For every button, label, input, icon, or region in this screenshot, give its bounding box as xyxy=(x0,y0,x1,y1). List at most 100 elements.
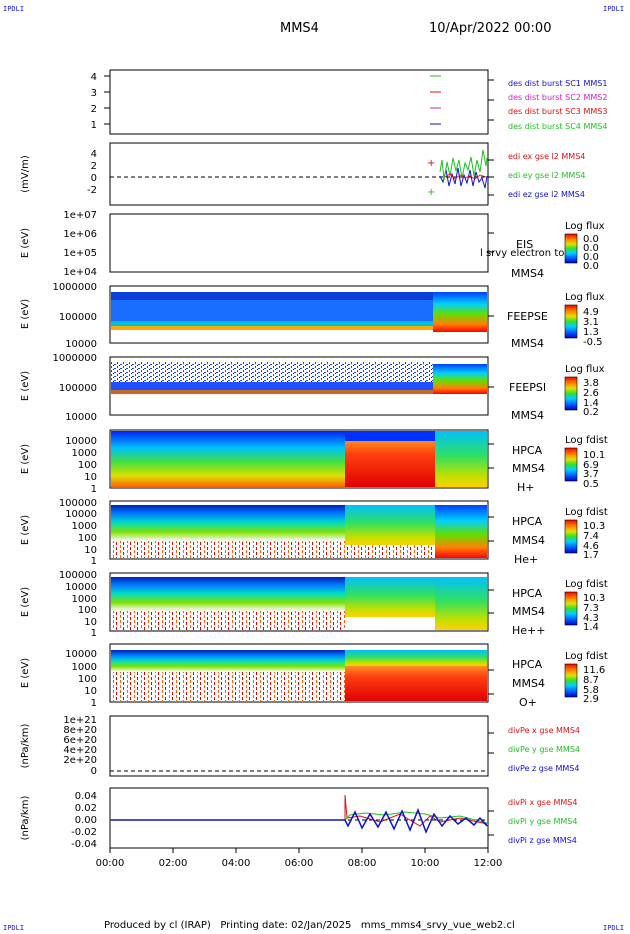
corner-label-top-right: IPDLI xyxy=(603,5,625,13)
hpca-o-ytick-4: 1 xyxy=(91,698,97,709)
hpca-he-ytick-2: 1000 xyxy=(72,521,97,532)
hpca-he-cbar-tick-1: 7.4 xyxy=(583,531,599,542)
feepsi-ytick-1: 100000 xyxy=(59,383,97,394)
feepse-colorbar xyxy=(564,304,578,339)
feepsi-cbar-title: Log flux xyxy=(565,364,605,375)
hpca-o-ytick-2: 100 xyxy=(78,674,97,685)
footer-credits: Produced by cl (IRAP) Printing date: 02/… xyxy=(104,920,515,931)
divpi-ytick-2: 0.00 xyxy=(75,815,97,826)
hpca-h-instrument: HPCA xyxy=(512,444,543,457)
hpca-h-ylabel: E (eV) xyxy=(20,444,31,474)
hpca-h-spectrogram-mid xyxy=(345,440,435,487)
feepse-ytick-2: 10000 xyxy=(65,339,97,350)
panel-feepsi: E (eV) 1000000 100000 10000 FEEPSI MMS4 … xyxy=(20,353,605,423)
dist-legend-3: des dist burst SC4 MMS4 xyxy=(508,122,607,131)
corner-label-bottom-left: IPDLI xyxy=(3,924,25,932)
hpca-o-ytick-0: 10000 xyxy=(65,649,97,660)
divpe-ytick-4: 2e+20 xyxy=(63,755,97,766)
hpca-hepp-ytick-2: 1000 xyxy=(72,594,97,605)
header-spacecraft: MMS4 xyxy=(280,21,319,36)
right-axis-ticks xyxy=(488,79,494,836)
hpca-h-ytick-0: 10000 xyxy=(65,436,97,447)
hpca-o-cbar-tick-2: 5.8 xyxy=(583,685,599,696)
divpi-ytick-0: 0.04 xyxy=(75,791,97,802)
hpca-h-cbar-tick-2: 3.7 xyxy=(583,469,599,480)
hpca-h-cbar-title: Log fdist xyxy=(565,435,608,446)
panel-hpca-o: E (eV) 10000 1000 100 10 1 HPCA MMS4 O+ … xyxy=(20,643,608,709)
corner-label-bottom-right: IPDLI xyxy=(603,924,625,932)
hpca-o-cbar-tick-0: 11.6 xyxy=(583,665,605,676)
hpca-hepp-spacecraft: MMS4 xyxy=(512,605,545,618)
edi-ytick-3: -2 xyxy=(87,185,97,196)
feepse-cbar-title: Log flux xyxy=(565,292,605,303)
hpca-hepp-ytick-1: 10000 xyxy=(65,582,97,593)
panel-eis-frame xyxy=(109,213,489,273)
divpe-ytick-3: 4e+20 xyxy=(63,745,97,756)
feepsi-spectrogram-late xyxy=(433,364,487,394)
hpca-o-cbar-tick-3: 2.9 xyxy=(583,694,599,705)
edi-marker-y: + xyxy=(427,187,435,198)
dist-ytick-0: 4 xyxy=(91,72,97,83)
feepsi-cbar-tick-2: 1.4 xyxy=(583,398,599,409)
panel-feepse: E (eV) 1000000 100000 10000 FEEPSE MMS4 … xyxy=(20,282,605,350)
hpca-h-cbar-tick-3: 0.5 xyxy=(583,479,599,490)
hpca-o-ytick-3: 10 xyxy=(84,686,97,697)
x-tick-4: 08:00 xyxy=(348,858,377,869)
feepsi-ylabel: E (eV) xyxy=(20,371,31,401)
hpca-h-spectrogram-late xyxy=(435,431,487,487)
edi-ylabel: (mV/m) xyxy=(20,155,31,193)
dist-legend-2: des dist burst SC3 MMS3 xyxy=(508,107,607,116)
edi-ytick-0: 4 xyxy=(91,149,97,160)
dist-ytick-2: 2 xyxy=(91,104,97,115)
panel-hpca-he: E (eV) 100000 10000 1000 100 10 1 HPCA M… xyxy=(20,498,608,567)
divpi-legend-0: divPi x gse MMS4 xyxy=(508,798,577,807)
hpca-hepp-instrument: HPCA xyxy=(512,587,543,600)
hpca-o-colorbar xyxy=(564,663,578,698)
hpca-hepp-cbar-tick-1: 7.3 xyxy=(583,603,599,614)
edi-trace-z xyxy=(439,167,488,189)
feepse-cbar-tick-3: -0.5 xyxy=(583,337,603,348)
hpca-hepp-cbar-title: Log fdist xyxy=(565,579,608,590)
divpe-legend-0: divPe x gse MMS4 xyxy=(508,726,580,735)
dist-ytick-3: 1 xyxy=(91,120,97,131)
feepse-ylabel: E (eV) xyxy=(20,299,31,329)
feepse-cbar-tick-0: 4.9 xyxy=(583,307,599,318)
hpca-hepp-ylabel: E (eV) xyxy=(20,587,31,617)
divpi-legend-1: divPi y gse MMS4 xyxy=(508,817,577,826)
hpca-h-ytick-4: 1 xyxy=(91,484,97,495)
hpca-o-instrument: HPCA xyxy=(512,658,543,671)
hpca-hepp-spectrogram-early xyxy=(111,577,345,611)
hpca-he-spectrogram-late xyxy=(435,505,487,558)
eis-instrument: EIS xyxy=(516,238,533,251)
divpe-ytick-0: 1e+21 xyxy=(63,715,97,726)
dist-legend-0: des dist burst SC1 MMS1 xyxy=(508,79,607,88)
hpca-he-ytick-3: 100 xyxy=(78,533,97,544)
hpca-he-species: He+ xyxy=(514,553,538,566)
divpe-ytick-1: 8e+20 xyxy=(63,725,97,736)
dist-ytick-1: 3 xyxy=(91,88,97,99)
feepse-ytick-0: 1000000 xyxy=(52,282,97,293)
divpi-ylabel: (nPa/km) xyxy=(20,796,31,841)
hpca-he-cbar-tick-3: 1.7 xyxy=(583,550,599,561)
panel-divpe: (nPa/km) 1e+21 8e+20 6e+20 4e+20 2e+20 0… xyxy=(20,715,580,777)
hpca-he-ytick-0: 100000 xyxy=(59,498,97,509)
hpca-hepp-ytick-4: 10 xyxy=(84,617,97,628)
hpca-h-ytick-2: 100 xyxy=(78,460,97,471)
edi-legend-2: edi ez gse l2 MMS4 xyxy=(508,190,585,199)
header-datetime: 10/Apr/2022 00:00 xyxy=(429,21,552,36)
hpca-hepp-ytick-0: 100000 xyxy=(59,570,97,581)
feepsi-ytick-2: 10000 xyxy=(65,412,97,423)
panel-dist: 4 3 2 1 des dist burst SC1 MMS1 des dist… xyxy=(91,69,607,135)
hpca-o-species: O+ xyxy=(519,696,537,709)
panel-hpca-hepp: E (eV) 100000 10000 1000 100 10 1 HPCA M… xyxy=(20,570,608,639)
edi-ytick-2: 0 xyxy=(91,173,97,184)
eis-ytick-0: 1e+07 xyxy=(63,210,97,221)
x-tick-1: 02:00 xyxy=(159,858,188,869)
hpca-he-spectrogram-early xyxy=(111,505,345,541)
divpe-ytick-2: 6e+20 xyxy=(63,735,97,746)
edi-ytick-1: 2 xyxy=(91,161,97,172)
feepsi-cbar-tick-1: 2.6 xyxy=(583,388,599,399)
hpca-hepp-spectrogram-mid xyxy=(345,577,435,617)
hpca-he-spectrogram-mid xyxy=(345,505,435,545)
